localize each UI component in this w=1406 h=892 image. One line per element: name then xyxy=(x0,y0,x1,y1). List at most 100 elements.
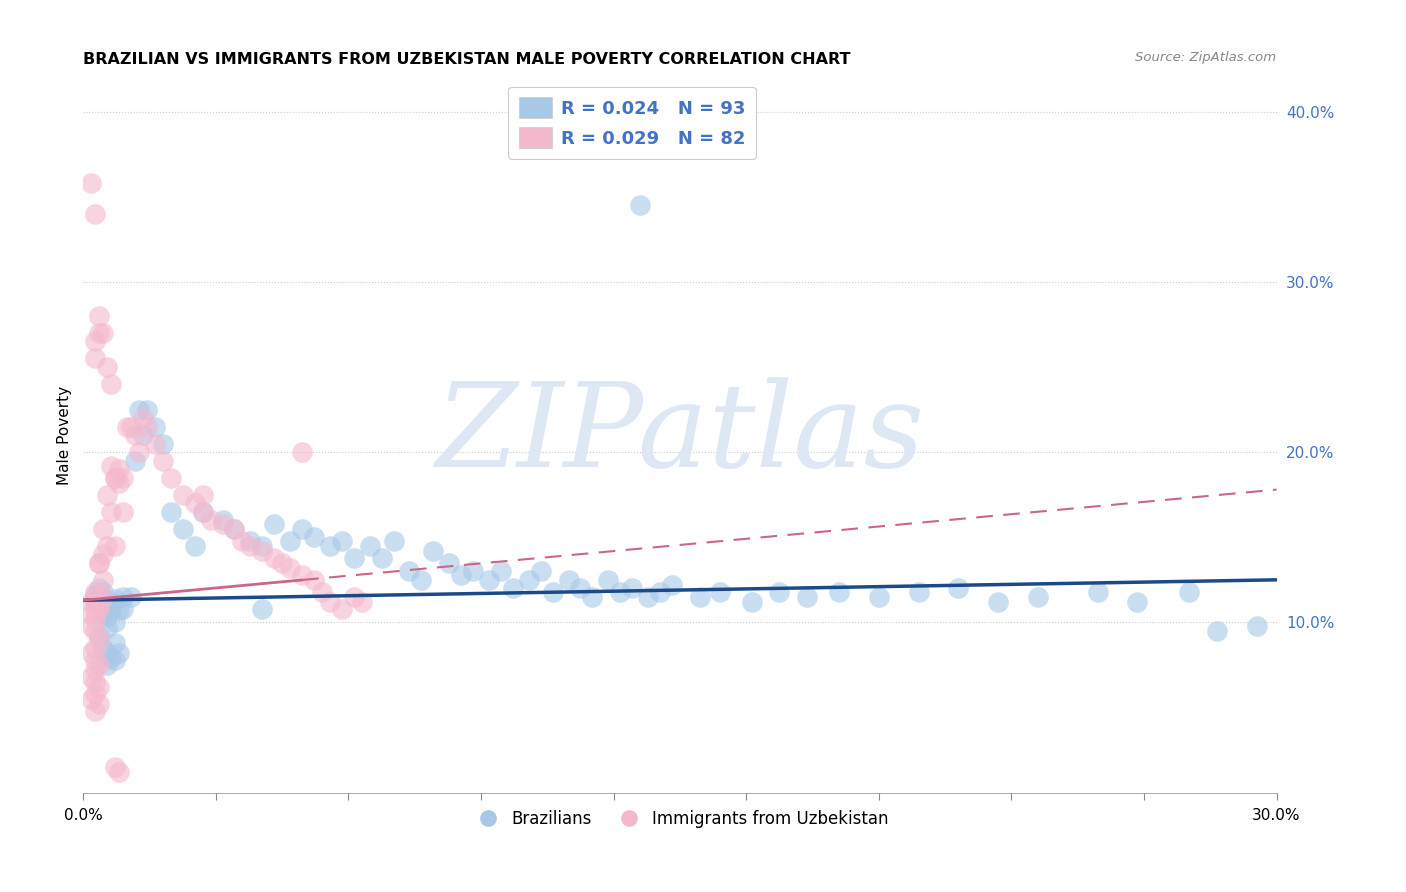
Point xyxy=(183,496,205,510)
Point xyxy=(108,646,131,660)
Point xyxy=(132,428,155,442)
Legend: Brazilians, Immigrants from Uzbekistan: Brazilians, Immigrants from Uzbekistan xyxy=(465,803,896,834)
Point xyxy=(239,533,262,548)
Point xyxy=(987,595,1010,609)
Point xyxy=(91,607,114,621)
Point xyxy=(100,601,122,615)
Point xyxy=(108,462,131,476)
Point xyxy=(648,584,671,599)
Point xyxy=(100,505,122,519)
Point xyxy=(84,595,107,609)
Point xyxy=(104,653,127,667)
Point xyxy=(263,550,285,565)
Point xyxy=(89,680,111,694)
Point xyxy=(112,471,135,485)
Point xyxy=(828,584,851,599)
Point xyxy=(1126,595,1149,609)
Point xyxy=(112,590,135,604)
Point xyxy=(278,533,301,548)
Point xyxy=(461,564,484,578)
Point xyxy=(108,765,131,780)
Point xyxy=(907,584,929,599)
Point xyxy=(100,651,122,665)
Point xyxy=(343,550,366,565)
Point xyxy=(91,605,114,619)
Point xyxy=(89,632,111,647)
Point xyxy=(84,704,107,718)
Point xyxy=(104,471,127,485)
Point xyxy=(104,636,127,650)
Point xyxy=(89,556,111,570)
Point xyxy=(84,687,107,701)
Point xyxy=(263,516,285,531)
Point xyxy=(104,591,127,606)
Point xyxy=(581,590,603,604)
Point xyxy=(689,590,711,604)
Point xyxy=(124,428,146,442)
Point xyxy=(100,599,122,613)
Point xyxy=(91,590,114,604)
Text: 0.0%: 0.0% xyxy=(63,808,103,823)
Point xyxy=(211,516,233,531)
Point xyxy=(319,595,342,609)
Point xyxy=(84,653,107,667)
Point xyxy=(120,419,142,434)
Point xyxy=(104,615,127,630)
Point xyxy=(628,198,651,212)
Point xyxy=(143,419,166,434)
Point xyxy=(89,309,111,323)
Point xyxy=(868,590,890,604)
Point xyxy=(768,584,790,599)
Point xyxy=(159,505,181,519)
Point xyxy=(1087,584,1109,599)
Point xyxy=(530,564,553,578)
Point xyxy=(172,522,194,536)
Text: Source: ZipAtlas.com: Source: ZipAtlas.com xyxy=(1136,51,1277,63)
Text: BRAZILIAN VS IMMIGRANTS FROM UZBEKISTAN MALE POVERTY CORRELATION CHART: BRAZILIAN VS IMMIGRANTS FROM UZBEKISTAN … xyxy=(83,52,851,67)
Point xyxy=(96,488,118,502)
Point xyxy=(80,619,103,633)
Point xyxy=(159,471,181,485)
Point xyxy=(112,505,135,519)
Point xyxy=(80,607,103,621)
Point xyxy=(84,612,107,626)
Point xyxy=(89,590,111,604)
Point xyxy=(183,539,205,553)
Point xyxy=(96,600,118,615)
Point xyxy=(211,513,233,527)
Point xyxy=(100,458,122,473)
Point xyxy=(91,547,114,561)
Point xyxy=(89,697,111,711)
Point xyxy=(89,599,111,613)
Point xyxy=(398,564,420,578)
Point xyxy=(96,601,118,615)
Point xyxy=(411,573,433,587)
Point xyxy=(89,326,111,340)
Point xyxy=(84,334,107,349)
Point xyxy=(128,402,150,417)
Point xyxy=(239,539,262,553)
Point xyxy=(517,573,540,587)
Point xyxy=(84,663,107,677)
Y-axis label: Male Poverty: Male Poverty xyxy=(58,385,72,484)
Point xyxy=(541,584,564,599)
Point xyxy=(252,601,274,615)
Point xyxy=(136,419,159,434)
Point xyxy=(502,582,524,596)
Point xyxy=(84,601,107,615)
Point xyxy=(319,539,342,553)
Point xyxy=(252,544,274,558)
Point xyxy=(569,582,592,596)
Point xyxy=(637,590,659,604)
Point xyxy=(132,411,155,425)
Point xyxy=(91,522,114,536)
Point xyxy=(231,533,253,548)
Point xyxy=(271,556,294,570)
Point xyxy=(609,584,631,599)
Point xyxy=(128,445,150,459)
Point xyxy=(104,760,127,774)
Point xyxy=(104,471,127,485)
Point xyxy=(439,556,461,570)
Point xyxy=(84,207,107,221)
Point xyxy=(191,488,214,502)
